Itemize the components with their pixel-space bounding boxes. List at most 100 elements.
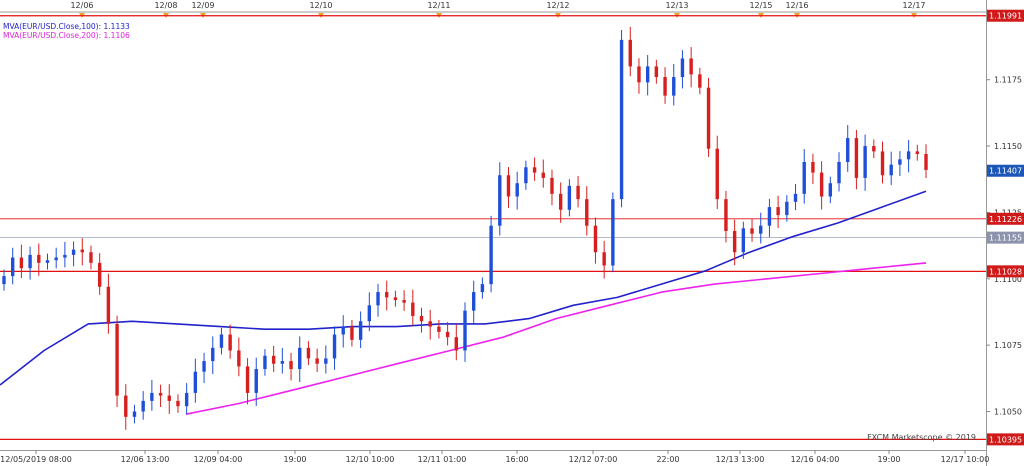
ma100-legend: MVA(EUR/USD.Close,100): 1.1133 [3, 22, 130, 31]
x-tick-label: 12/11 01:00 [418, 455, 467, 464]
date-marker-label: 12/15 [749, 1, 772, 10]
candle-body [315, 358, 319, 364]
candle-body [793, 193, 798, 202]
candle-body [176, 400, 180, 407]
x-tick-label: 12/10 10:00 [346, 455, 395, 464]
chart-credit: FXCM Marketscope © 2019 [867, 433, 976, 442]
level-tag [987, 433, 1024, 446]
candle-body [124, 395, 128, 417]
candle-body [228, 334, 232, 351]
x-tick-label: 12/17 10:00 [941, 455, 990, 464]
candle-body [37, 254, 41, 263]
candle-body [715, 148, 719, 200]
candle-body [680, 58, 685, 78]
level-tag-label: 1.11028 [989, 267, 1022, 276]
candle-body [437, 326, 441, 332]
candle-body [846, 138, 850, 162]
candle-body [741, 228, 746, 253]
candle-body [654, 66, 659, 78]
candle-body [219, 334, 224, 348]
candle-body [759, 225, 763, 234]
candle-body [672, 77, 676, 96]
candle-body [393, 297, 398, 301]
x-tick-label: 12/16 04:00 [791, 455, 840, 464]
candle-body [402, 300, 406, 303]
x-tick-label: 12/13 13:00 [716, 455, 765, 464]
candle-body [811, 161, 815, 173]
candle-body [454, 337, 459, 351]
candle-body [263, 355, 267, 370]
candle-body [863, 146, 867, 178]
candle-body [576, 185, 580, 200]
candle-body [376, 292, 380, 306]
x-tick-label: 12/09 04:00 [194, 455, 243, 464]
candle-body [898, 159, 902, 165]
candle-body [350, 326, 354, 340]
candle-body [915, 151, 920, 155]
x-tick-label: 12/06 13:00 [121, 455, 170, 464]
candle-body [289, 361, 293, 370]
candle-body [515, 183, 519, 197]
candle-body [2, 276, 6, 285]
candle-body [358, 321, 363, 340]
candle-body [593, 225, 598, 253]
x-tick-label: 19:00 [877, 455, 900, 464]
candle-body [506, 175, 511, 197]
candle-body [463, 310, 467, 351]
candle-body [167, 395, 171, 401]
candle-body [785, 201, 789, 216]
candle-body [280, 361, 285, 364]
candle-body [872, 146, 876, 152]
candle-body [889, 164, 893, 176]
candle-body [97, 262, 102, 287]
candle-body [28, 254, 32, 269]
date-marker-label: 12/06 [70, 1, 93, 10]
level-tag [987, 212, 1024, 225]
date-marker-label: 12/11 [427, 1, 450, 10]
ma200-legend: MVA(EUR/USD.Close,200): 1.1106 [3, 31, 130, 40]
candle-body [698, 74, 702, 88]
candle-body [471, 292, 476, 311]
candle-body [10, 257, 15, 277]
level-tag-label: 1.11991 [989, 12, 1022, 21]
candle-body [306, 347, 311, 359]
candle-body [663, 77, 667, 96]
candle-body [184, 392, 189, 407]
candle-body [341, 326, 345, 335]
date-marker-label: 12/12 [546, 1, 569, 10]
candle-body [45, 260, 50, 263]
candle-body [89, 252, 93, 263]
candle-body [802, 161, 806, 194]
x-tick-label: 12/12 07:00 [569, 455, 618, 464]
level-tag-label: 1.11155 [989, 234, 1022, 243]
date-marker-label: 12/08 [154, 1, 177, 10]
candle-body [767, 207, 772, 226]
candle-body [732, 231, 737, 253]
y-tick-label: 1.1175 [994, 76, 1022, 85]
level-tag-label: 1.11226 [989, 215, 1022, 224]
candle-body [324, 358, 328, 364]
candle-body [567, 185, 572, 210]
candle-body [428, 321, 432, 327]
level-tag [987, 9, 1024, 22]
candle-body [419, 315, 424, 322]
candle-body [367, 305, 372, 322]
candle-body [202, 361, 206, 372]
candle-body [489, 225, 493, 285]
candle-body [541, 172, 545, 178]
x-tick-label: 19:00 [283, 455, 306, 464]
candle-body [585, 199, 589, 226]
candle-body [106, 286, 111, 324]
y-tick-label: 1.1150 [994, 142, 1022, 151]
candle-body [724, 199, 728, 231]
x-tick-label: 22:00 [656, 455, 679, 464]
candle-body [750, 228, 754, 234]
candle-body [689, 58, 693, 75]
candle-body [54, 257, 58, 261]
y-tick-label: 1.1100 [994, 275, 1022, 284]
candle-body [854, 138, 859, 178]
candle-body [550, 177, 554, 194]
candle-body [480, 284, 485, 293]
candle-body [524, 167, 528, 184]
